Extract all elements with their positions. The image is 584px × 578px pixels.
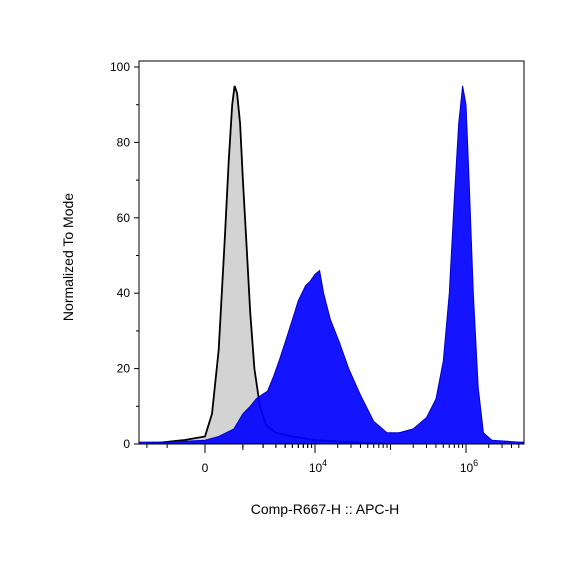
y-axis: 0 20 40 60 80 100 — [110, 60, 139, 451]
x-axis: 0 104 106 — [146, 444, 520, 475]
y-tick-label: 0 — [123, 437, 130, 451]
x-tick-label: 106 — [460, 458, 478, 475]
x-tick-label: 104 — [309, 458, 327, 475]
series-layer — [139, 85, 524, 444]
plot-area — [138, 60, 525, 445]
y-tick-label: 60 — [117, 211, 131, 225]
y-tick-label: 40 — [117, 286, 131, 300]
y-tick-label: 100 — [110, 60, 130, 74]
y-tick-label: 80 — [117, 135, 131, 149]
y-axis-title: Normalized To Mode — [60, 193, 76, 321]
series-2-histogram — [139, 85, 524, 444]
plot-frame — [138, 60, 525, 445]
y-tick-label: 20 — [117, 362, 131, 376]
x-tick-label: 0 — [202, 461, 209, 475]
x-axis-title: Comp-R667-H :: APC-H — [251, 501, 400, 517]
